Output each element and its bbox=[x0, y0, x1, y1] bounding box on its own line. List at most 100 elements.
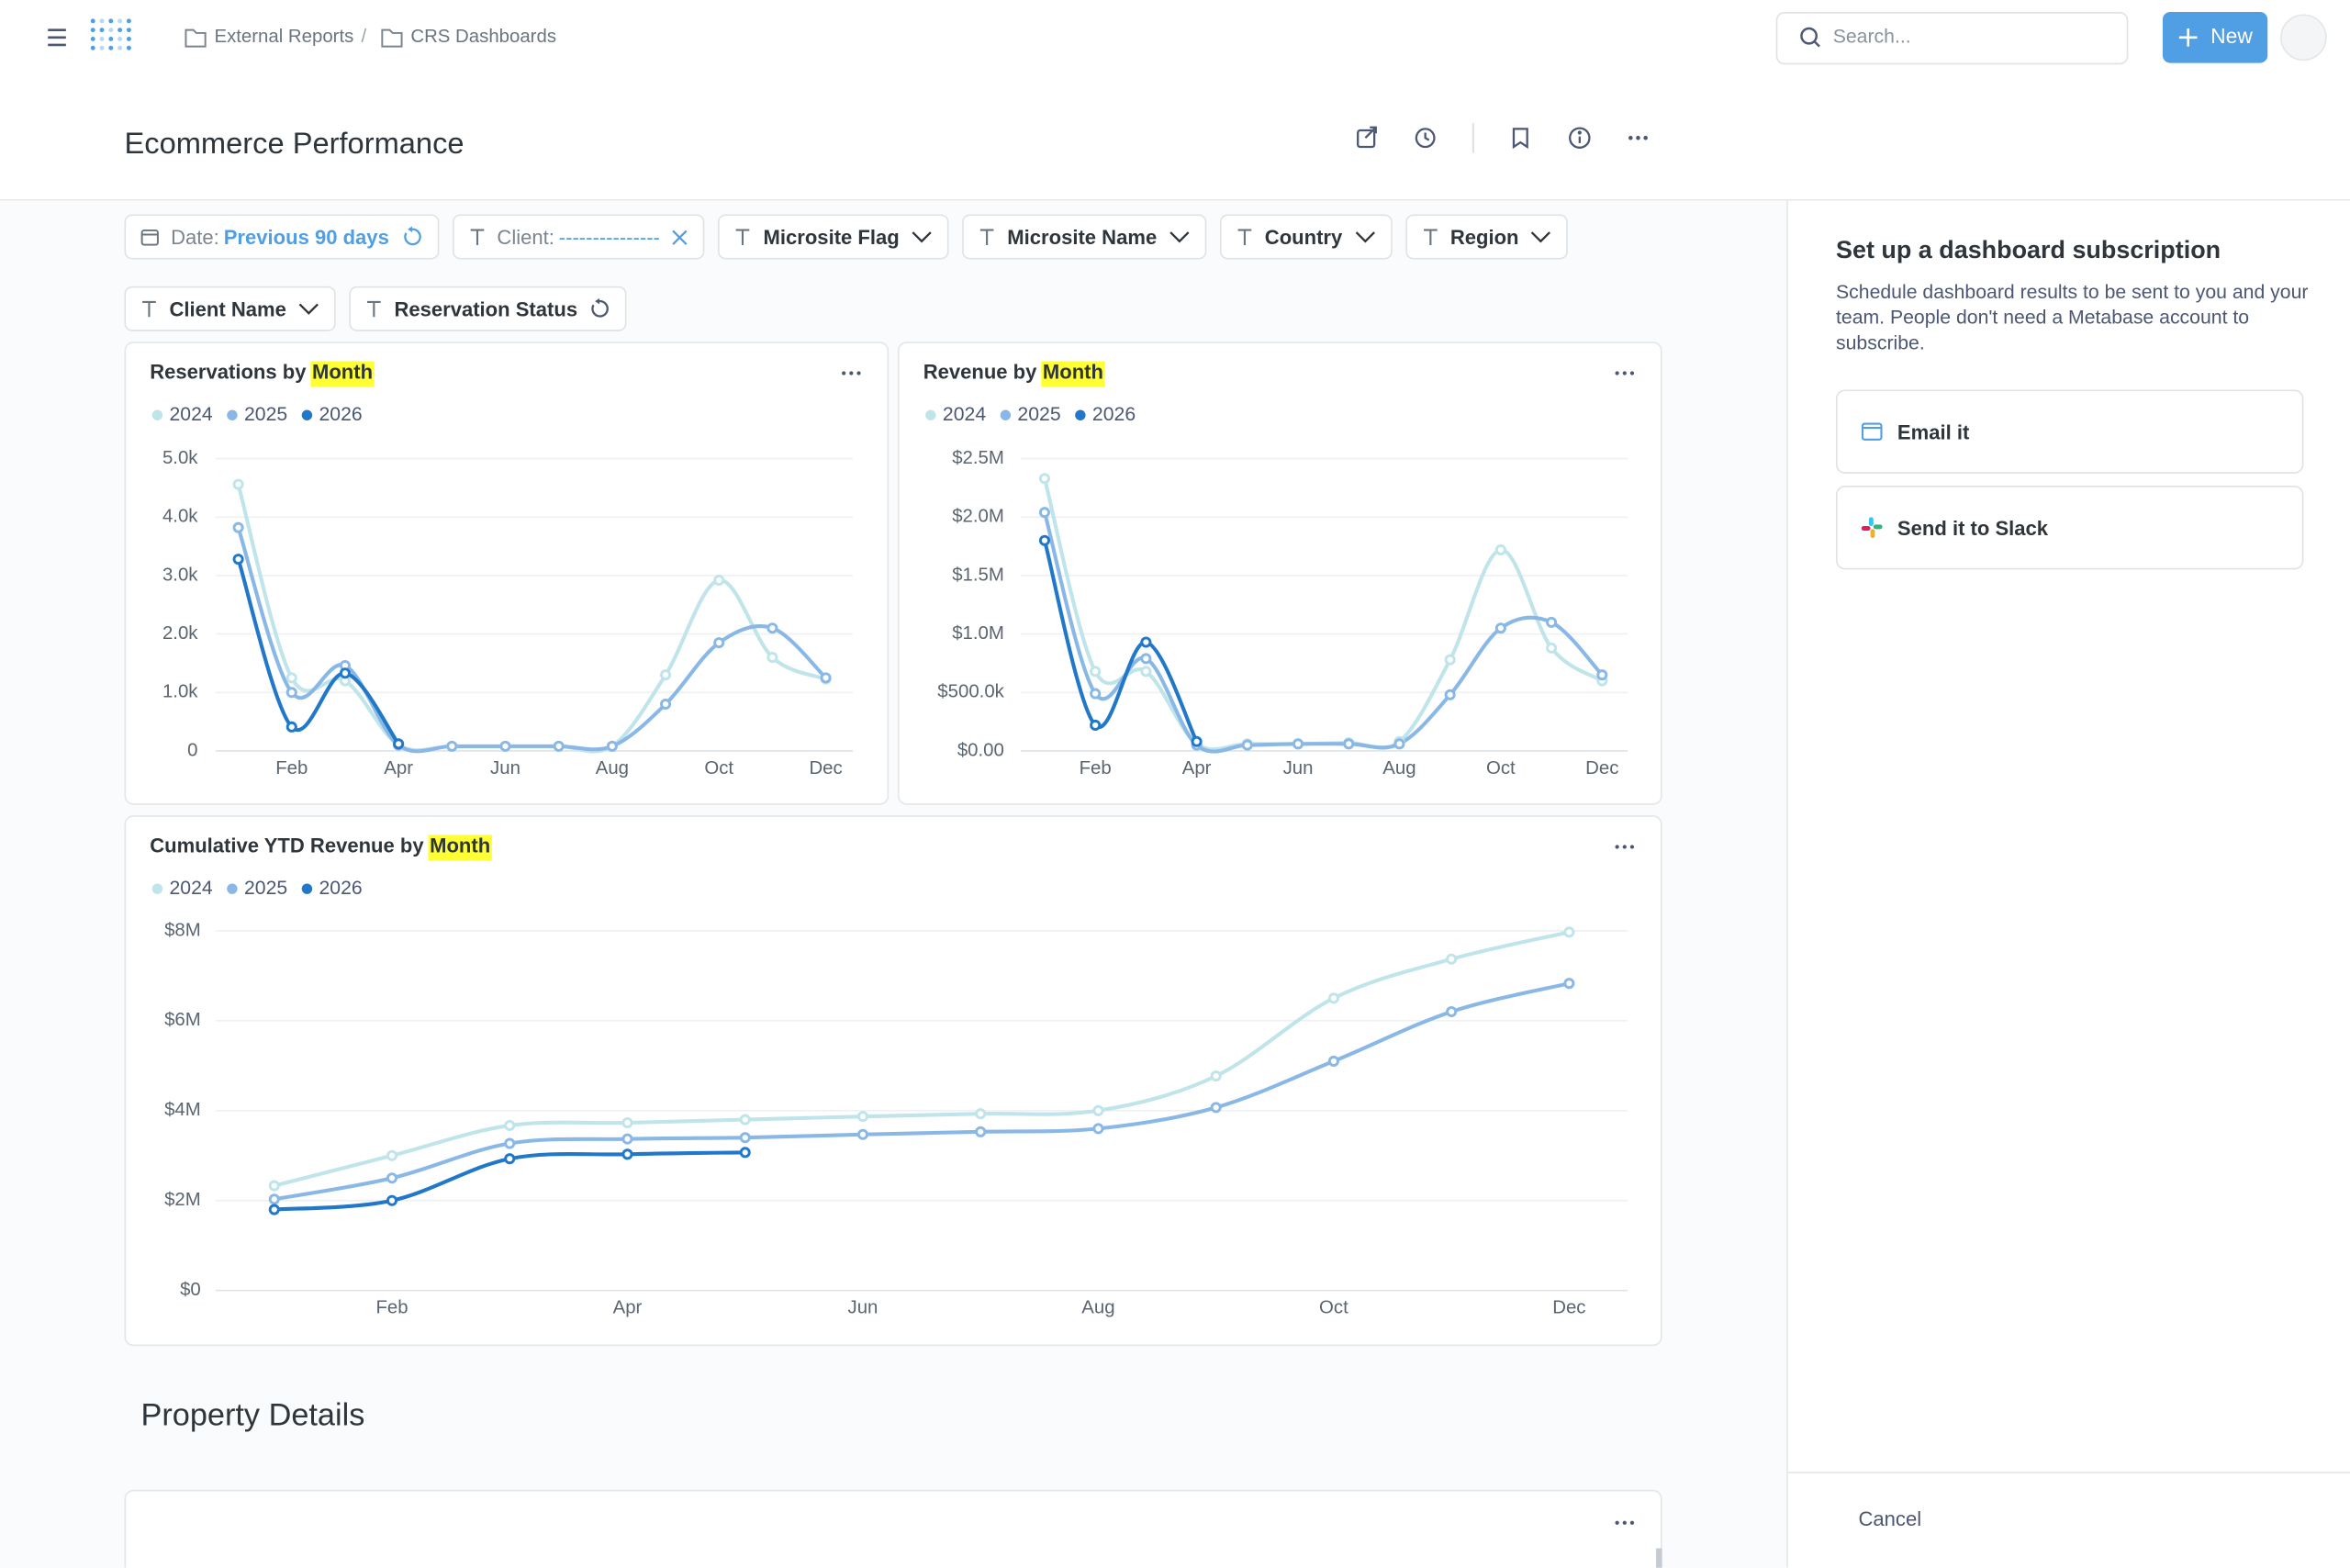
share-icon[interactable] bbox=[1357, 126, 1377, 149]
chevron-icon bbox=[1531, 231, 1551, 243]
filter-label: Region bbox=[1449, 225, 1519, 249]
data-point bbox=[1546, 642, 1558, 654]
slack-option[interactable]: Send it to Slack bbox=[1835, 485, 2304, 570]
filter-value: Previous 90 days bbox=[223, 225, 389, 249]
data-point bbox=[504, 1137, 516, 1149]
new-button[interactable] bbox=[2162, 12, 2268, 63]
y-tick-label: 1.0k bbox=[162, 682, 198, 702]
y-tick-label: $4M bbox=[164, 1100, 201, 1120]
data-point bbox=[1090, 666, 1102, 678]
dot bbox=[842, 371, 846, 375]
calendar-icon bbox=[140, 229, 159, 246]
subscription-sidebar: Set up a dashboard subscription Schedule… bbox=[1786, 200, 2350, 1568]
text-type-icon bbox=[736, 229, 750, 245]
data-point bbox=[386, 1149, 398, 1161]
filter[interactable]: Microsite Flag bbox=[718, 214, 949, 260]
x-tick-label: Dec bbox=[1585, 758, 1618, 778]
top-bar: External Reports / CRS Dashboards Search… bbox=[0, 12, 2350, 201]
data-point bbox=[499, 740, 511, 752]
more-icon[interactable] bbox=[1628, 135, 1648, 140]
bookmark-icon[interactable] bbox=[1512, 128, 1528, 150]
data-point bbox=[1393, 738, 1405, 750]
clear-icon[interactable] bbox=[672, 229, 688, 245]
filter[interactable]: Client: --------------- bbox=[452, 214, 705, 260]
text-type-icon bbox=[470, 229, 484, 245]
filter[interactable]: Reservation Status bbox=[349, 286, 627, 331]
chart-title-highlight: Month bbox=[1043, 360, 1103, 383]
filter[interactable]: Client Name bbox=[124, 286, 336, 331]
data-point bbox=[1092, 1104, 1104, 1116]
legend-swatch bbox=[151, 883, 163, 894]
filter[interactable]: Microsite Name bbox=[962, 214, 1207, 260]
more-icon[interactable] bbox=[1615, 845, 1635, 849]
data-point bbox=[393, 738, 405, 750]
y-tick-label: $2M bbox=[164, 1190, 201, 1210]
reset-icon[interactable] bbox=[589, 297, 610, 319]
data-point bbox=[1241, 739, 1253, 751]
data-point bbox=[386, 1194, 398, 1206]
more-icon[interactable] bbox=[1615, 371, 1635, 375]
data-point bbox=[1494, 543, 1506, 555]
cancel-button[interactable]: Cancel bbox=[1858, 1507, 1922, 1530]
data-point bbox=[285, 672, 297, 684]
data-point bbox=[1038, 534, 1050, 546]
sidebar-title: Set up a dashboard subscription bbox=[1835, 236, 2221, 264]
chart-card: Cumulative YTD Revenue by Month 2024 2025 20… bbox=[124, 815, 1662, 1347]
dot bbox=[856, 371, 861, 375]
filter-label: Country bbox=[1264, 225, 1343, 249]
data-point bbox=[504, 1153, 516, 1165]
data-point bbox=[1494, 622, 1506, 634]
data-point bbox=[820, 672, 832, 684]
y-tick-label: 2.0k bbox=[162, 623, 198, 644]
breadcrumb[interactable]: External Reports bbox=[214, 27, 353, 47]
email-option[interactable]: Email it bbox=[1835, 389, 2304, 474]
filter-bar: Date: Previous 90 days Client: ------------… bbox=[124, 214, 1624, 331]
text-type-icon bbox=[367, 300, 381, 318]
legend-label: 2026 bbox=[319, 878, 362, 899]
data-point bbox=[1092, 1123, 1104, 1135]
avatar[interactable] bbox=[2280, 14, 2327, 62]
filter[interactable]: Date: Previous 90 days bbox=[124, 214, 439, 260]
y-tick-label: $8M bbox=[164, 920, 201, 940]
logo[interactable] bbox=[90, 18, 131, 50]
more-icon[interactable] bbox=[842, 371, 861, 375]
data-point bbox=[1343, 738, 1355, 750]
breadcrumb[interactable]: CRS Dashboards bbox=[410, 27, 556, 47]
data-point bbox=[268, 1180, 280, 1192]
reset-icon[interactable] bbox=[401, 226, 422, 248]
y-tick-label: $0 bbox=[180, 1280, 201, 1300]
chevron-icon bbox=[1169, 231, 1190, 243]
option-label: Send it to Slack bbox=[1897, 516, 2049, 539]
section-heading: Property Details bbox=[140, 1398, 365, 1433]
filter[interactable]: Country bbox=[1219, 214, 1393, 260]
filter[interactable]: Region bbox=[1404, 214, 1569, 260]
legend-label: 2025 bbox=[1017, 404, 1060, 425]
legend-swatch bbox=[301, 409, 313, 420]
data-point bbox=[621, 1133, 633, 1145]
legend-swatch bbox=[1075, 409, 1086, 420]
data-point bbox=[268, 1193, 280, 1205]
series-line bbox=[274, 981, 1570, 1202]
x-tick-label: Dec bbox=[1552, 1298, 1585, 1318]
data-point bbox=[446, 740, 458, 752]
more-icon[interactable] bbox=[1615, 1520, 1635, 1525]
dashboard-title: Ecommerce Performance bbox=[125, 126, 464, 160]
chart-title: Reservations by bbox=[150, 360, 307, 383]
search-box[interactable] bbox=[1775, 12, 2129, 65]
menu-icon[interactable] bbox=[48, 28, 66, 47]
title-highlight bbox=[428, 834, 492, 861]
x-tick-label: Jun bbox=[1283, 758, 1314, 778]
data-point bbox=[504, 1119, 516, 1131]
data-point bbox=[1191, 735, 1203, 747]
series-line bbox=[236, 558, 400, 745]
data-point bbox=[856, 1128, 869, 1140]
history-icon[interactable] bbox=[1415, 128, 1436, 149]
legend-swatch bbox=[301, 883, 313, 894]
filter-label: Date: bbox=[171, 225, 219, 249]
x-tick-label: Aug bbox=[1081, 1298, 1114, 1318]
info-icon[interactable] bbox=[1569, 127, 1591, 149]
dot bbox=[1622, 845, 1627, 849]
data-point bbox=[1444, 689, 1456, 700]
data-point bbox=[232, 478, 244, 490]
